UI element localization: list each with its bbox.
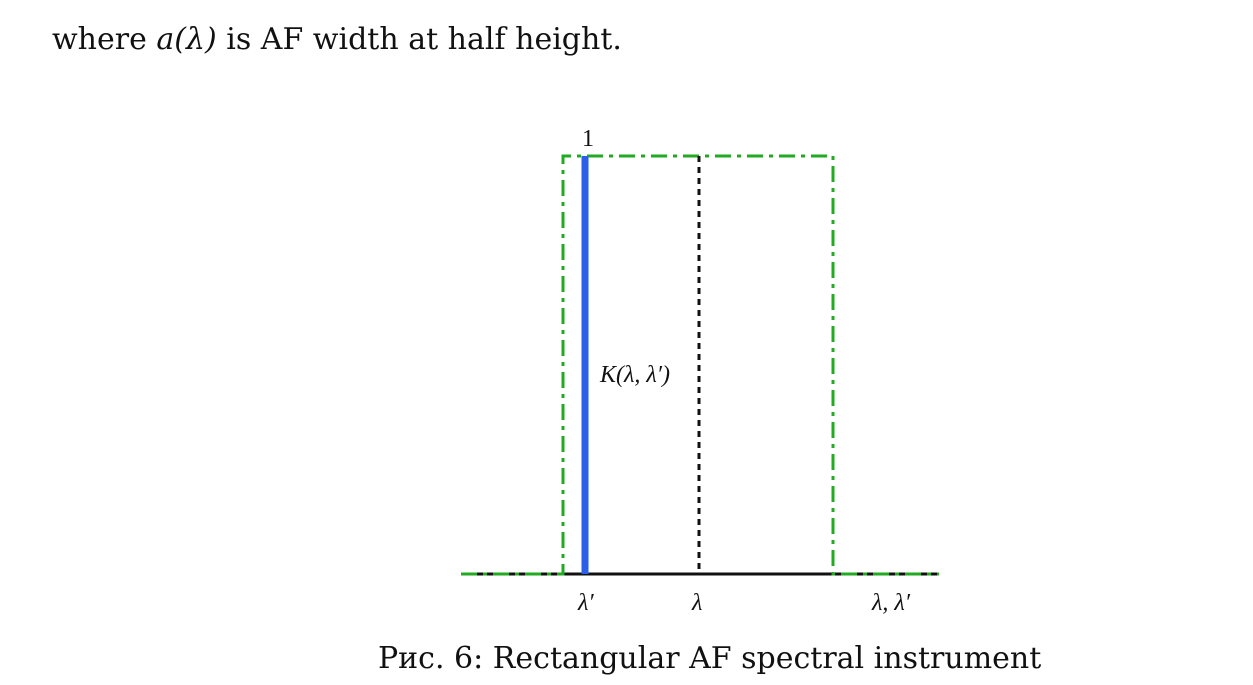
lambda-prime-tick-label: λ′	[577, 590, 594, 616]
intro-prefix: where	[52, 22, 147, 57]
lambda-tick-label: λ	[691, 590, 702, 616]
intro-sentence: where a(λ) is AF width at half height.	[52, 18, 622, 62]
intro-suffix: is AF width at half height.	[226, 22, 622, 57]
figure-caption: Рис. 6: Rectangular AF spectral instrume…	[378, 638, 1041, 680]
curve-label: K(λ, λ′)	[599, 362, 670, 388]
intro-math: a(λ)	[156, 22, 217, 57]
peak-label: 1	[582, 126, 594, 152]
caption-prefix: Рис. 6:	[378, 641, 484, 676]
caption-text: Rectangular AF spectral instrument	[492, 641, 1042, 676]
axis-label: λ, λ′	[871, 590, 911, 616]
